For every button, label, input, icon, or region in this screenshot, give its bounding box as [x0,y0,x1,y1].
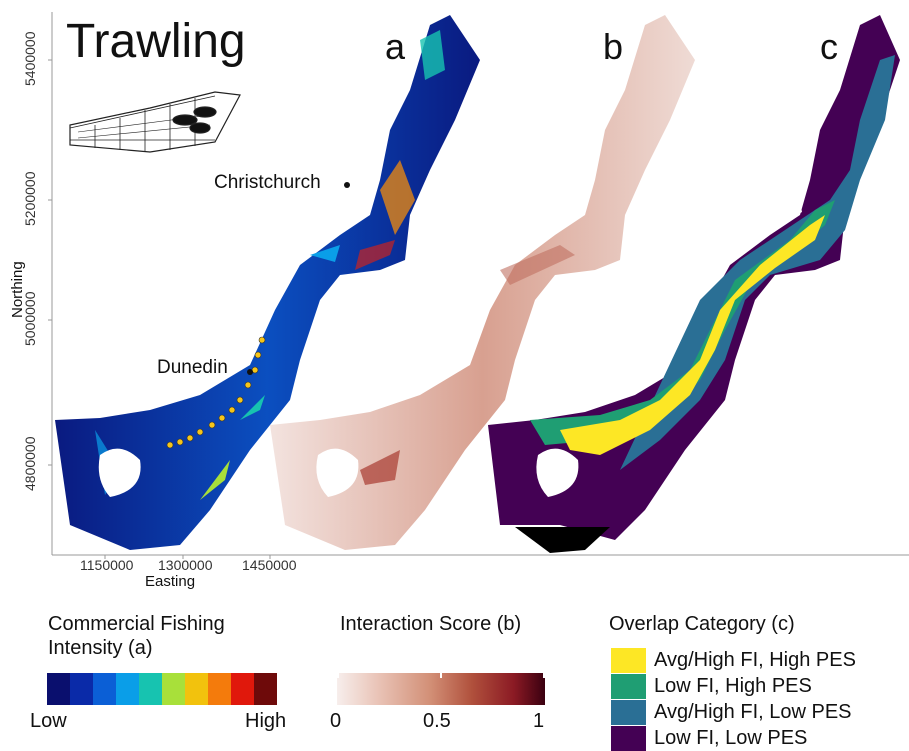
intensity-color-step [70,673,93,705]
scale-tick [337,673,339,678]
legend-a-title-line2: Intensity (a) [48,637,153,659]
legend-c-item: Avg/High FI, Low PES [611,700,852,725]
scale-tick [440,673,442,678]
map-title: Trawling [66,15,246,68]
intensity-color-step [162,673,185,705]
map-figure [48,12,909,559]
city-label-dunedin: Dunedin [157,357,228,378]
city-label-christchurch: Christchurch [214,172,321,193]
legend-b-tick-0: 0 [330,710,342,732]
legend-c-item: Low FI, High PES [611,674,812,699]
legend-a-title: Commercial Fishing Intensity (a) [48,612,225,660]
legend-b-tick-1: 1 [533,710,545,732]
panel-label-a: a [385,26,406,67]
legend-c-item: Low FI, Low PES [611,726,807,751]
x-axis-title: Easting [145,573,196,590]
intensity-color-step [254,673,277,705]
panel-a-map [55,15,480,550]
panel-b-map [270,15,695,550]
y-tick-label: 5200000 [22,171,38,226]
legend-c-label: Avg/High FI, Low PES [654,701,852,723]
legend-c-label: Low FI, High PES [654,675,812,697]
panel-label-b: b [603,26,624,67]
legend-b-tick-0-5: 0.5 [423,710,451,732]
trawl-net-icon [69,91,241,153]
panel-c-map [488,15,900,553]
legend-a-low-label: Low [30,710,67,732]
intensity-color-step [139,673,162,705]
y-axis-title: Northing [9,261,26,318]
legend-a-title-line1: Commercial Fishing [48,613,225,635]
x-tick-label: 1150000 [80,557,134,573]
intensity-color-step [93,673,116,705]
legend-c-label: Low FI, Low PES [654,727,808,749]
intensity-color-step [116,673,139,705]
intensity-color-step [47,673,70,705]
y-tick-label: 5400000 [22,31,38,86]
intensity-color-step [185,673,208,705]
legend-b-title: Interaction Score (b) [340,613,522,635]
interaction-score-color-scale [337,673,545,705]
fishing-intensity-color-scale [47,673,277,705]
scale-tick [543,673,545,678]
legend-c-swatch [611,648,646,673]
legend-c-swatch [611,726,646,751]
legend-c-swatch [611,674,646,699]
x-tick-label: 1300000 [158,557,213,573]
panel-label-c: c [820,26,838,67]
legend-c-label: Avg/High FI, High PES [654,649,856,671]
legend-c-title: Overlap Category (c) [609,613,795,635]
intensity-color-step [208,673,231,705]
legend-c-swatch [611,700,646,725]
legend-a-high-label: High [245,710,287,732]
legend-c-item: Avg/High FI, High PES [611,648,856,673]
y-tick-label: 4800000 [22,436,38,491]
intensity-color-step [231,673,254,705]
x-tick-label: 1450000 [242,557,297,573]
